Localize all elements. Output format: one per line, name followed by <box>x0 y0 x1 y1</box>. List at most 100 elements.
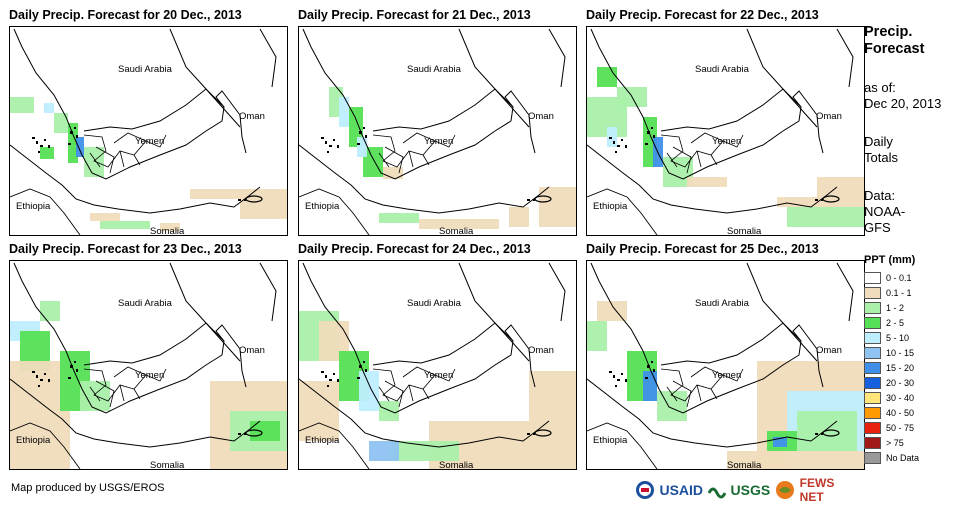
panel-title: Daily Precip. Forecast for 25 Dec., 2013 <box>586 242 819 256</box>
precip-cell <box>587 321 607 351</box>
arabia-coastline <box>13 28 247 180</box>
red-sea-islands <box>321 127 367 153</box>
label-yemen: Yemen <box>135 370 164 381</box>
label-yemen: Yemen <box>712 370 741 381</box>
precip-cell <box>240 199 287 219</box>
red-sea-islands <box>32 361 78 387</box>
red-sea-islands <box>32 127 78 153</box>
map-frame: Saudi Arabia Oman Yemen Ethiopia Somalia <box>586 260 865 470</box>
yemen-governorates <box>660 366 744 408</box>
africa-coastline <box>587 378 838 448</box>
forecast-panel-day-21: Daily Precip. Forecast for 21 Dec., 2013… <box>298 8 578 236</box>
legend-swatch <box>864 331 881 344</box>
legend-item: 5 - 10 <box>864 330 919 345</box>
forecast-panel-day-22: Daily Precip. Forecast for 22 Dec., 2013… <box>586 8 866 236</box>
legend-swatch <box>864 271 881 284</box>
usgs-wave-icon <box>708 487 726 499</box>
oman-border <box>169 262 241 362</box>
northern-border <box>836 28 854 88</box>
forecast-title: Precip. Forecast <box>864 24 924 58</box>
precip-cell <box>379 401 399 421</box>
legend-swatch <box>864 436 881 449</box>
label-yemen: Yemen <box>135 136 164 147</box>
precip-cell <box>357 137 367 157</box>
label-somalia: Somalia <box>727 460 762 469</box>
label-saudi: Saudi Arabia <box>407 298 462 309</box>
legend-item: 20 - 30 <box>864 375 919 390</box>
saudi-yemen-border <box>372 322 514 366</box>
yemen-governorates <box>372 366 456 408</box>
precip-cell <box>597 301 627 321</box>
legend-label: 40 - 50 <box>886 407 915 418</box>
panel-title: Daily Precip. Forecast for 20 Dec., 2013 <box>9 8 242 22</box>
precip-cell <box>687 177 727 187</box>
label-yemen: Yemen <box>424 136 453 147</box>
precip-cell <box>90 213 120 221</box>
map-canvas: Saudi Arabia Oman Yemen Ethiopia Somalia <box>587 28 864 235</box>
northern-border <box>548 262 566 322</box>
northern-border <box>548 28 566 88</box>
legend-item: 10 - 15 <box>864 345 919 360</box>
africa-coastline <box>299 144 550 214</box>
map-frame: Saudi Arabia Oman Yemen Ethiopia Somalia <box>9 26 288 236</box>
oman-border <box>746 262 818 362</box>
label-somalia: Somalia <box>727 226 762 235</box>
totals-block: Daily Totals <box>864 134 898 166</box>
oman-border <box>746 28 818 128</box>
legend-item: 0.1 - 1 <box>864 285 919 300</box>
precip-cell <box>160 223 180 231</box>
forecast-panel-day-23: Daily Precip. Forecast for 23 Dec., 2013… <box>9 242 289 470</box>
oman-border <box>458 28 530 128</box>
africa-coastline <box>10 378 261 448</box>
precip-cell <box>773 437 787 447</box>
label-oman: Oman <box>239 111 265 122</box>
legend-label: 10 - 15 <box>886 347 915 358</box>
label-saudi: Saudi Arabia <box>118 64 173 75</box>
legend-swatch <box>864 346 881 359</box>
label-saudi: Saudi Arabia <box>407 64 462 75</box>
label-oman: Oman <box>528 111 554 122</box>
legend-label: 0.1 - 1 <box>886 287 912 298</box>
ethiopia-border <box>299 188 370 235</box>
island <box>533 433 535 435</box>
island <box>821 433 823 435</box>
legend-title: PPT (mm) <box>864 254 916 266</box>
yemen-governorates <box>372 132 456 174</box>
precip-cell <box>299 381 339 441</box>
northern-border <box>259 28 277 88</box>
precip-cell <box>10 361 60 411</box>
as-of-block: as of: Dec 20, 2013 <box>864 80 941 112</box>
island <box>533 199 535 201</box>
legend-item: > 75 <box>864 435 919 450</box>
label-oman: Oman <box>816 345 842 356</box>
northern-border <box>259 262 277 322</box>
label-somalia: Somalia <box>150 460 185 469</box>
precip-cell <box>68 123 78 163</box>
data-source-block: Data: NOAA- GFS <box>864 188 905 236</box>
legend-swatch <box>864 376 881 389</box>
africa-coastline <box>299 378 550 448</box>
legend-label: 30 - 40 <box>886 392 915 403</box>
precip-cell <box>76 137 84 157</box>
label-yemen: Yemen <box>712 136 741 147</box>
label-yemen: Yemen <box>424 370 453 381</box>
precip-cell <box>379 213 419 223</box>
legend-label: 50 - 75 <box>886 422 915 433</box>
as-of-date: Dec 20, 2013 <box>864 96 942 111</box>
precip-cell <box>369 441 399 461</box>
saudi-yemen-border <box>372 88 514 132</box>
legend-item: 30 - 40 <box>864 390 919 405</box>
ethiopia-border <box>587 188 658 235</box>
precip-cell <box>44 103 54 113</box>
precip-cell <box>339 97 349 127</box>
label-oman: Oman <box>528 345 554 356</box>
island <box>821 199 823 201</box>
precip-cell <box>509 207 529 227</box>
fews-net-logo: FEWS NET <box>799 476 835 504</box>
label-somalia: Somalia <box>150 226 185 235</box>
island <box>815 199 818 201</box>
precip-cell <box>643 371 657 401</box>
credit-text: Map produced by USGS/EROS <box>11 482 165 494</box>
yemen-governorates <box>83 366 167 408</box>
red-sea-islands <box>609 127 655 153</box>
